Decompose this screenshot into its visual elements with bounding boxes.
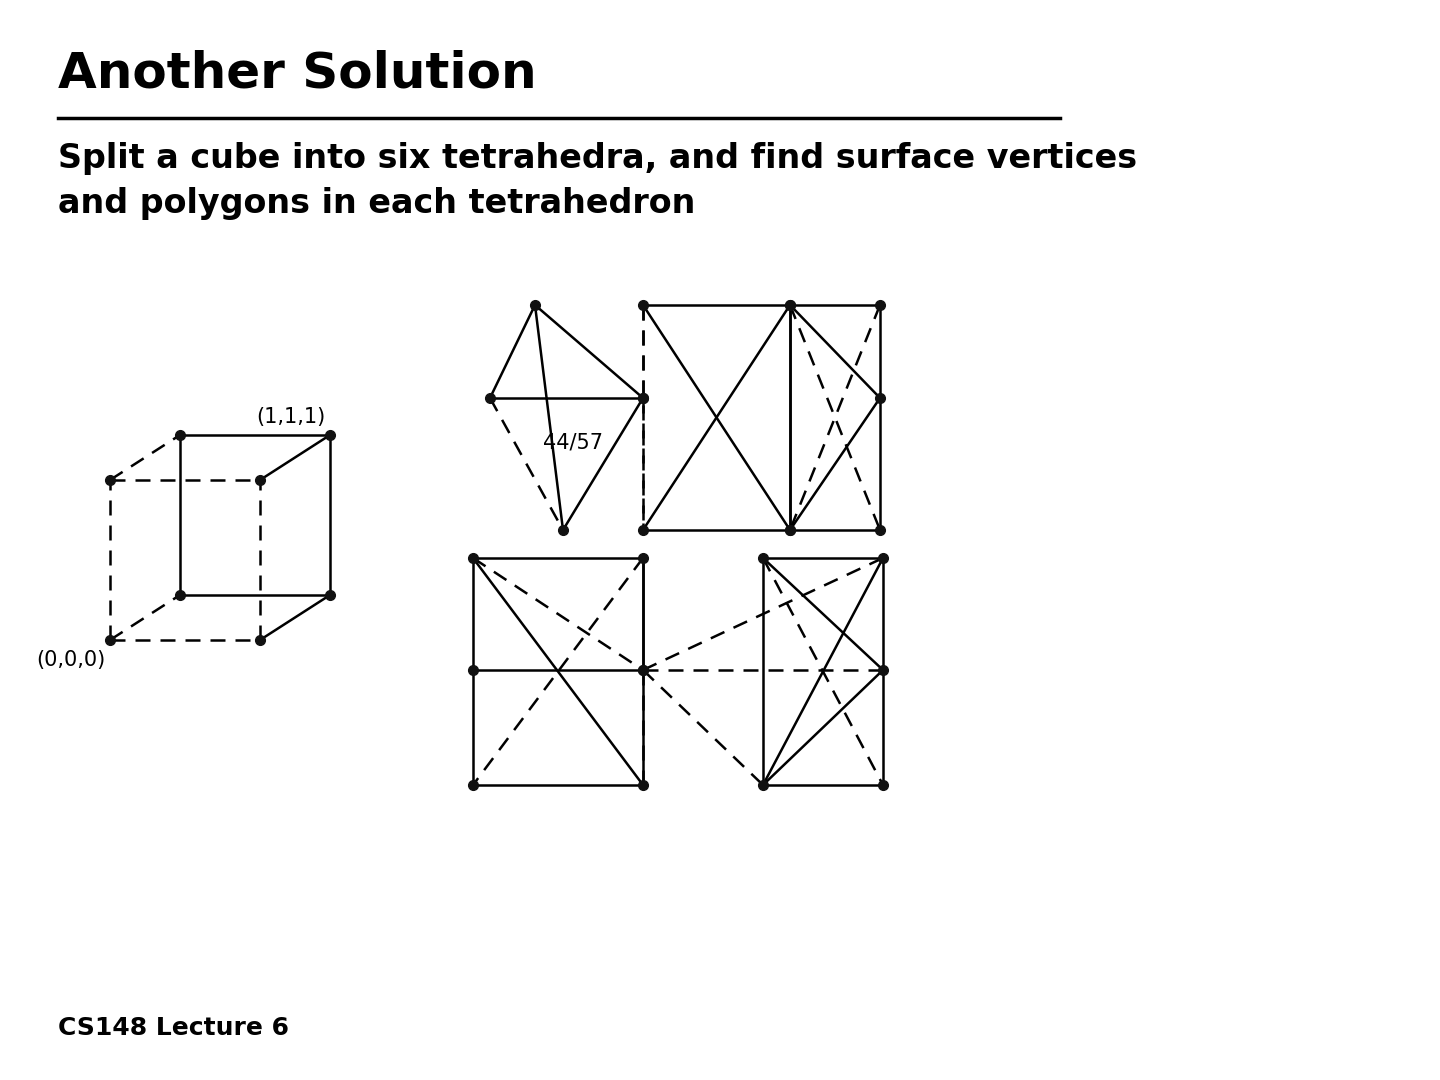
Text: (1,1,1): (1,1,1) [256, 407, 325, 427]
Text: Another Solution: Another Solution [58, 50, 537, 98]
Text: (0,0,0): (0,0,0) [36, 650, 105, 670]
Text: CS148 Lecture 6: CS148 Lecture 6 [58, 1016, 289, 1040]
Text: Split a cube into six tetrahedra, and find surface vertices
and polygons in each: Split a cube into six tetrahedra, and fi… [58, 141, 1138, 219]
Text: 44/57: 44/57 [543, 432, 603, 453]
